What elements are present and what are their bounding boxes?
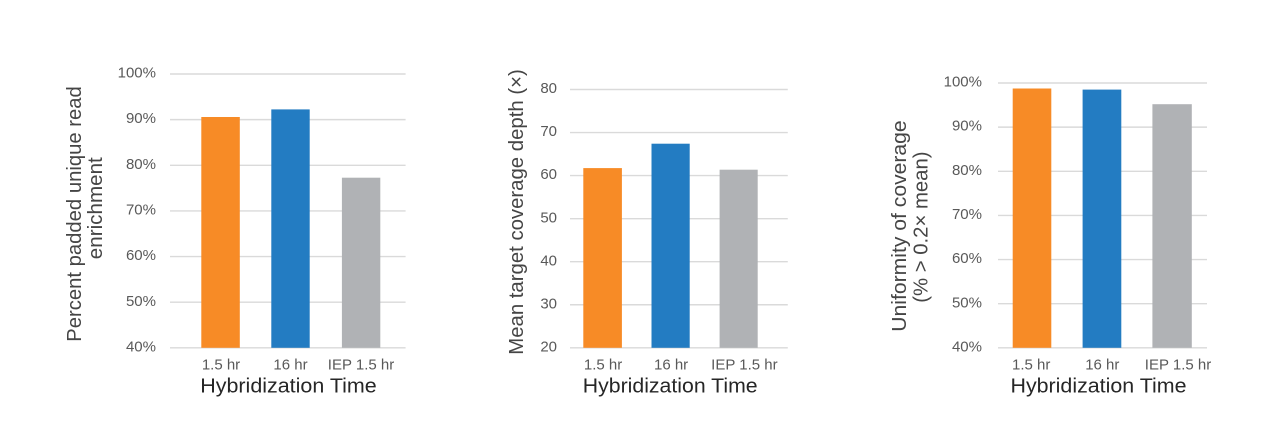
svg-text:Mean target coverage depth (×): Mean target coverage depth (×) — [505, 69, 528, 355]
svg-text:80%: 80% — [126, 156, 156, 173]
svg-text:Uniformity of coverage: Uniformity of coverage — [888, 120, 911, 331]
svg-text:40: 40 — [540, 252, 557, 269]
svg-text:40%: 40% — [126, 338, 156, 355]
svg-text:40%: 40% — [952, 338, 982, 355]
svg-text:Percent padded unique read: Percent padded unique read — [63, 86, 86, 342]
svg-text:70%: 70% — [126, 202, 156, 219]
svg-text:80%: 80% — [952, 162, 982, 179]
svg-text:(% > 0.2× mean): (% > 0.2× mean) — [910, 151, 933, 302]
svg-text:Hybridization Time: Hybridization Time — [1011, 375, 1187, 398]
svg-text:60%: 60% — [952, 250, 982, 267]
svg-text:60: 60 — [540, 166, 557, 183]
svg-text:enrichment: enrichment — [84, 157, 107, 259]
svg-text:50: 50 — [540, 209, 557, 226]
svg-text:1.5 hr: 1.5 hr — [202, 356, 240, 373]
svg-text:IEP 1.5 hr: IEP 1.5 hr — [711, 356, 777, 373]
svg-text:30: 30 — [540, 295, 557, 312]
svg-text:70%: 70% — [952, 206, 982, 223]
svg-text:50%: 50% — [952, 294, 982, 311]
svg-text:50%: 50% — [126, 293, 156, 310]
svg-text:70: 70 — [540, 123, 557, 140]
svg-text:16 hr: 16 hr — [1085, 356, 1119, 373]
svg-text:Hybridization Time: Hybridization Time — [583, 375, 758, 398]
svg-text:16 hr: 16 hr — [273, 356, 307, 373]
svg-text:90%: 90% — [126, 110, 156, 127]
svg-text:IEP 1.5 hr: IEP 1.5 hr — [1145, 356, 1211, 373]
svg-text:100%: 100% — [118, 65, 156, 82]
svg-text:90%: 90% — [952, 118, 982, 135]
svg-text:1.5 hr: 1.5 hr — [1012, 356, 1050, 373]
svg-text:1.5 hr: 1.5 hr — [584, 356, 622, 373]
svg-text:100%: 100% — [944, 74, 982, 91]
svg-text:60%: 60% — [126, 247, 156, 264]
svg-text:IEP 1.5 hr: IEP 1.5 hr — [328, 356, 394, 373]
svg-text:16 hr: 16 hr — [654, 356, 688, 373]
svg-text:Hybridization Time: Hybridization Time — [200, 375, 377, 398]
svg-text:80: 80 — [540, 80, 557, 97]
svg-text:20: 20 — [540, 338, 557, 355]
